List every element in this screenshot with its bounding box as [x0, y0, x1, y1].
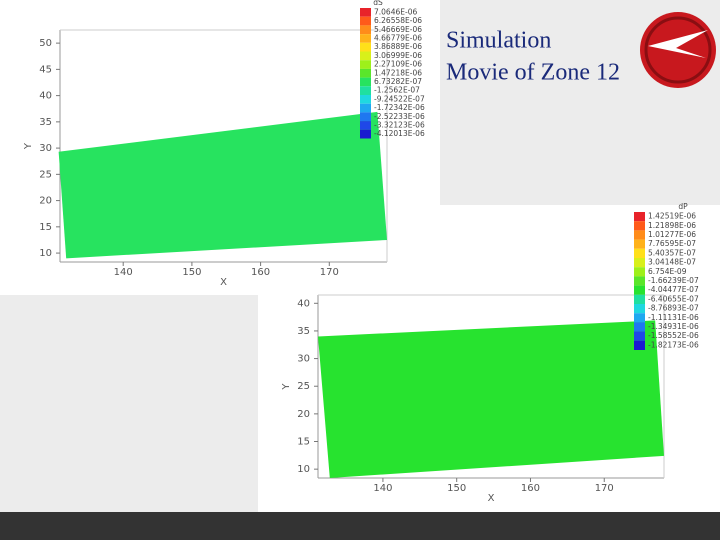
legend-label: -3.32123E-06	[374, 120, 425, 129]
y-tick-label: 10	[39, 248, 52, 259]
legend-label: 7.76595E-07	[648, 239, 696, 248]
legend-swatch	[360, 103, 371, 113]
legend-label: -1.82173E-06	[648, 340, 699, 349]
legend-label: -1.2562E-07	[374, 86, 420, 95]
y-axis-label: Y	[23, 142, 34, 150]
legend-swatch	[634, 267, 645, 277]
legend-swatch	[360, 86, 371, 95]
logo	[640, 12, 716, 88]
legend-swatch	[634, 322, 645, 332]
legend-label: 3.06999E-06	[374, 51, 422, 60]
legend-label: -4.12013E-06	[374, 129, 425, 138]
x-axis-label: X	[220, 277, 227, 288]
legend-label: -1.72342E-06	[374, 103, 425, 112]
footer-bar	[0, 512, 720, 540]
legend-label: -1.11131E-06	[648, 313, 699, 322]
legend-swatch	[360, 121, 371, 130]
legend-title: dP	[678, 202, 688, 211]
legend-label: -1.34931E-06	[648, 322, 699, 331]
legend-label: 6.26558E-06	[374, 16, 422, 25]
legend-label: 3.04148E-07	[648, 258, 696, 267]
legend-swatch	[360, 77, 371, 87]
legend-swatch	[634, 221, 645, 231]
y-tick-label: 15	[39, 222, 52, 233]
legend-label: 5.40357E-07	[648, 248, 696, 257]
y-tick-label: 50	[39, 38, 52, 49]
x-tick-label: 140	[114, 267, 133, 278]
legend-swatch	[360, 112, 371, 122]
legend-swatch	[634, 248, 645, 258]
legend-label: 3.86889E-06	[374, 42, 422, 51]
legend-label: 1.47218E-06	[374, 68, 422, 77]
y-axis-label: Y	[281, 383, 292, 391]
legend-swatch	[634, 239, 645, 249]
legend-label: -9.24522E-07	[374, 94, 425, 103]
legend-swatch	[360, 16, 371, 26]
legend-label: 2.27109E-06	[374, 60, 422, 69]
y-tick-label: 10	[297, 464, 310, 475]
legend-swatch	[634, 294, 645, 304]
legend-label: -2.52233E-06	[374, 112, 425, 121]
legend-label: 7.0646E-06	[374, 7, 417, 16]
legend-swatch	[360, 68, 371, 78]
contour-region	[318, 320, 664, 478]
y-tick-label: 40	[297, 298, 310, 309]
legend-swatch	[360, 129, 371, 139]
legend-swatch	[634, 276, 645, 286]
legend-swatch	[360, 42, 371, 52]
legend-swatch	[634, 340, 645, 350]
legend-swatch	[360, 8, 371, 17]
legend-swatch	[634, 285, 645, 295]
legend-label: 1.01277E-06	[648, 230, 696, 239]
legend-label: -1.58552E-06	[648, 331, 699, 340]
legend-swatch	[634, 230, 645, 240]
x-tick-label: 140	[373, 483, 392, 494]
legend-swatch	[360, 34, 371, 43]
legend-swatch	[634, 258, 645, 268]
legend-label: 1.21898E-06	[648, 221, 696, 230]
y-tick-label: 35	[297, 326, 310, 337]
y-tick-label: 30	[39, 143, 52, 154]
legend-swatch	[360, 60, 371, 69]
legend-label: -8.76893E-07	[648, 304, 699, 313]
x-tick-label: 170	[595, 483, 614, 494]
y-tick-label: 15	[297, 437, 310, 448]
legend-swatch	[360, 95, 371, 104]
legend-label: 1.42519E-06	[648, 212, 696, 221]
legend-label: 4.66779E-06	[374, 33, 422, 42]
y-tick-label: 20	[39, 196, 52, 207]
legend-swatch	[634, 304, 645, 314]
legend-label: 6.754E-09	[648, 267, 687, 276]
y-tick-label: 40	[39, 91, 52, 102]
y-tick-label: 20	[297, 409, 310, 420]
y-tick-label: 45	[39, 64, 52, 75]
legend-label: -4.04477E-07	[648, 285, 699, 294]
legend-swatch	[634, 212, 645, 222]
x-tick-label: 150	[182, 267, 201, 278]
x-tick-label: 170	[320, 267, 339, 278]
y-tick-label: 30	[297, 354, 310, 365]
slide-title: Movie of Zone 12	[446, 60, 620, 86]
y-tick-label: 35	[39, 117, 52, 128]
legend-swatch	[634, 331, 645, 341]
x-tick-label: 160	[521, 483, 540, 494]
y-tick-label: 25	[39, 169, 52, 180]
x-tick-label: 160	[251, 267, 270, 278]
legend-label: -1.66239E-07	[648, 276, 699, 285]
x-axis-label: X	[488, 493, 495, 504]
contour-region	[58, 111, 388, 259]
legend-label: 6.73282E-07	[374, 77, 422, 86]
legend-swatch	[634, 313, 645, 323]
legend-title: dS	[373, 0, 383, 7]
legend-label: 5.46669E-06	[374, 25, 422, 34]
y-tick-label: 25	[297, 381, 310, 392]
x-tick-label: 150	[447, 483, 466, 494]
slide-title: Simulation	[446, 28, 551, 54]
legend-swatch	[360, 25, 371, 35]
legend-label: -6.40655E-07	[648, 294, 699, 303]
legend-swatch	[360, 51, 371, 61]
